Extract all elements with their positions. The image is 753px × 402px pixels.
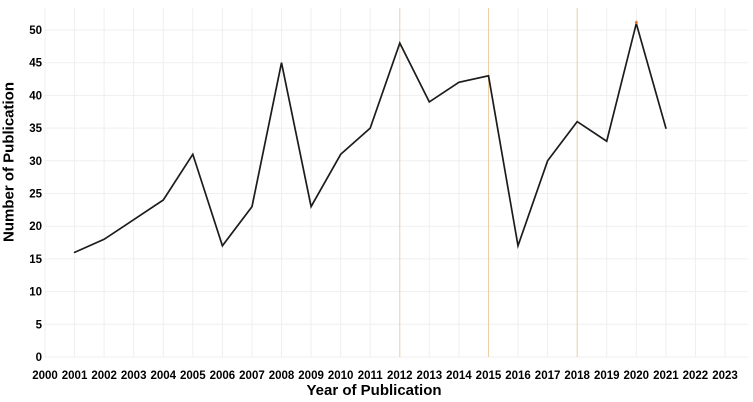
x-tick-label: 2010 bbox=[328, 370, 354, 382]
x-tick-label: 2009 bbox=[298, 370, 324, 382]
x-tick-label: 2000 bbox=[32, 370, 58, 382]
x-tick-label: 2012 bbox=[387, 370, 413, 382]
y-tick-label: 20 bbox=[29, 221, 42, 233]
peak-marker bbox=[634, 20, 638, 24]
y-tick-label: 40 bbox=[29, 90, 42, 102]
x-tick-label: 2017 bbox=[535, 370, 561, 382]
x-tick-label: 2014 bbox=[446, 370, 472, 382]
y-axis-title: Number of Publication bbox=[0, 81, 18, 243]
x-tick-label: 2023 bbox=[712, 370, 738, 382]
x-tick-label: 2022 bbox=[683, 370, 709, 382]
x-tick-label: 2011 bbox=[358, 370, 384, 382]
y-tick-label: 45 bbox=[29, 58, 42, 70]
x-tick-label: 2001 bbox=[62, 370, 88, 382]
x-tick-label: 2020 bbox=[624, 370, 650, 382]
x-tick-label: 2007 bbox=[239, 370, 265, 382]
x-tick-label: 2018 bbox=[564, 370, 590, 382]
x-tick-label: 2019 bbox=[594, 370, 620, 382]
y-tick-label: 10 bbox=[29, 287, 42, 299]
x-tick-label: 2013 bbox=[417, 370, 443, 382]
x-tick-label: 2021 bbox=[653, 370, 679, 382]
x-tick-label: 2004 bbox=[150, 370, 176, 382]
x-axis-title: Year of Publication bbox=[306, 382, 442, 399]
y-tick-label: 5 bbox=[36, 319, 43, 331]
y-tick-label: 25 bbox=[29, 189, 42, 201]
x-tick-label: 2006 bbox=[210, 370, 236, 382]
x-tick-label: 2008 bbox=[269, 370, 295, 382]
x-tick-label: 2015 bbox=[476, 370, 502, 382]
y-tick-label: 15 bbox=[29, 254, 42, 266]
y-tick-label: 30 bbox=[29, 156, 42, 168]
x-tick-label: 2003 bbox=[121, 370, 147, 382]
y-tick-label: 50 bbox=[29, 25, 42, 37]
data-line bbox=[73, 20, 667, 254]
y-tick-label: 0 bbox=[36, 352, 42, 364]
y-tick-label: 35 bbox=[29, 123, 42, 135]
x-tick-label: 2002 bbox=[91, 370, 117, 382]
x-tick-label: 2005 bbox=[180, 370, 206, 382]
x-tick-label: 2016 bbox=[505, 370, 531, 382]
